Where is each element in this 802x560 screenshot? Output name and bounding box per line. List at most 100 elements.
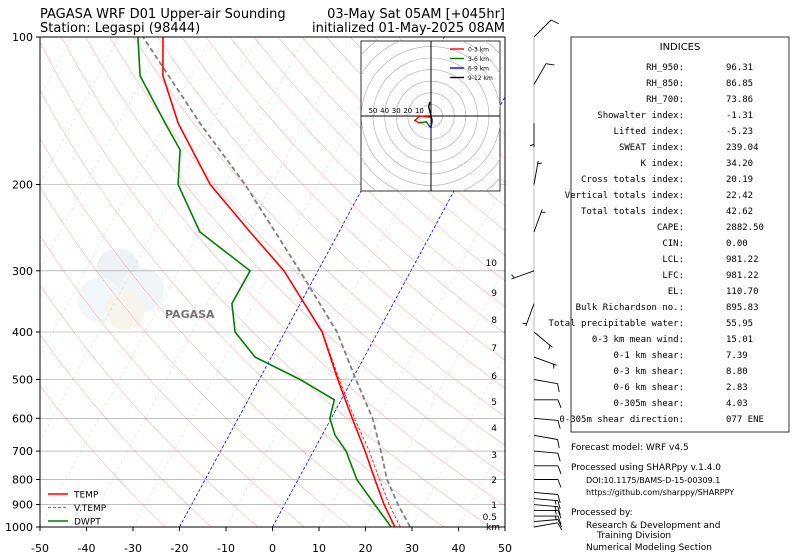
isotherm — [40, 37, 73, 98]
index-label: 0-305m shear: — [614, 399, 684, 409]
parcel-trace — [142, 37, 411, 527]
index-label: Total totals index: — [581, 207, 684, 217]
y-tick-label: 800 — [12, 474, 33, 487]
wind-barb — [534, 479, 562, 488]
index-value: 2.83 — [726, 383, 748, 393]
height-label: 1 — [491, 501, 497, 511]
hodo-trace — [427, 101, 433, 121]
indices-box — [570, 36, 790, 433]
hodo-ring-label: 10 — [415, 107, 424, 115]
index-label: SWEAT index: — [619, 143, 684, 153]
dry-adiabat — [85, 37, 505, 476]
isotherm — [458, 440, 505, 527]
dry-adiabat — [40, 235, 305, 527]
height-unit: km — [486, 523, 500, 533]
hodo-ring-label: 40 — [380, 107, 389, 115]
wind-barb — [533, 379, 560, 393]
isotherm — [40, 37, 166, 270]
index-value: 73.86 — [726, 95, 753, 105]
hodo-trace — [419, 121, 430, 126]
legend-label: V.TEMP — [74, 504, 107, 514]
index-label: EL: — [668, 287, 684, 297]
index-value: -1.31 — [726, 111, 753, 121]
wind-barb — [534, 509, 562, 519]
y-tick-label: 300 — [12, 265, 33, 278]
index-value: 86.85 — [726, 79, 753, 89]
y-tick-label: 400 — [12, 326, 33, 339]
x-tick-label: 30 — [405, 542, 419, 555]
height-label: 4 — [491, 424, 497, 434]
y-tick-label: 700 — [12, 445, 33, 458]
isotherm — [411, 354, 505, 527]
valid-time: 03-May Sat 05AM [+045hr] — [327, 7, 505, 22]
legend-label: DWPT — [74, 518, 101, 528]
isotherm — [365, 268, 505, 527]
watermark-text: PAGASA — [165, 308, 215, 321]
index-value: 7.39 — [726, 351, 748, 361]
profile-line — [162, 37, 396, 527]
dry-adiabat — [157, 37, 505, 389]
isotherm — [40, 37, 259, 442]
profile-line — [137, 37, 392, 527]
wind-barb — [533, 356, 557, 369]
height-label: 9 — [491, 289, 497, 299]
isotherm — [40, 37, 120, 184]
index-value: 0.00 — [726, 239, 748, 249]
x-tick-label: -40 — [78, 542, 96, 555]
index-label: CAPE: — [657, 223, 684, 233]
index-value: 110.70 — [726, 287, 759, 297]
indices-title: INDICES — [660, 42, 701, 53]
index-label: 0-305m shear direction: — [559, 415, 684, 425]
isotherm — [132, 37, 399, 527]
footer-line: Forecast model: WRF v4.5 — [571, 443, 689, 453]
wind-barb — [533, 491, 561, 503]
index-label: CIN: — [662, 239, 684, 249]
index-value: 077 ENE — [726, 415, 764, 425]
dry-adiabat — [253, 37, 505, 282]
index-value: 20.19 — [726, 175, 753, 185]
x-tick-label: -10 — [217, 542, 235, 555]
wind-barb — [511, 270, 535, 280]
footer-line: Numerical Modeling Section — [586, 543, 712, 553]
y-tick-label: 200 — [12, 179, 33, 192]
index-label: K index: — [641, 159, 684, 169]
height-label: 2 — [491, 476, 497, 486]
profile-line — [283, 270, 401, 527]
wind-barb — [533, 63, 555, 85]
dry-adiabat — [229, 37, 505, 308]
x-tick-label: -20 — [171, 542, 189, 555]
wind-barb — [533, 331, 553, 350]
watermark: PAGASA — [78, 248, 215, 330]
index-label: Lifted index: — [614, 127, 684, 137]
dry-adiabat — [40, 89, 445, 527]
hodo-trace — [413, 115, 432, 124]
hodo-trace — [428, 120, 433, 130]
index-label: 0-3 km mean wind: — [592, 335, 684, 345]
index-label: Showalter index: — [597, 111, 684, 121]
wind-barb — [533, 19, 559, 38]
index-value: 4.03 — [726, 399, 748, 409]
index-value: 22.42 — [726, 191, 753, 201]
y-tick-label: 900 — [12, 499, 33, 512]
footer-line: https://github.com/sharppy/SHARPPY — [586, 488, 734, 497]
wind-barb — [533, 450, 561, 462]
dry-adiabat — [277, 37, 505, 256]
wind-barb — [534, 515, 562, 525]
init-time: initialized 01-May-2025 08AM — [312, 21, 505, 36]
wind-barb — [533, 434, 560, 448]
wind-barb — [533, 160, 542, 185]
wind-barb — [533, 504, 561, 516]
index-label: RH_700: — [646, 95, 684, 105]
x-tick-label: 50 — [498, 542, 512, 555]
index-label: Vertical totals index: — [565, 191, 684, 201]
index-label: 0-6 km shear: — [614, 383, 684, 393]
chart-title: PAGASA WRF D01 Upper-air Sounding — [40, 7, 286, 22]
isotherm — [86, 37, 352, 527]
reference-isotherm — [272, 95, 505, 527]
index-label: LFC: — [662, 271, 684, 281]
wind-barb — [533, 498, 561, 510]
isotherm — [40, 37, 306, 527]
index-label: 0-1 km shear: — [614, 351, 684, 361]
height-label: 10 — [486, 259, 498, 269]
